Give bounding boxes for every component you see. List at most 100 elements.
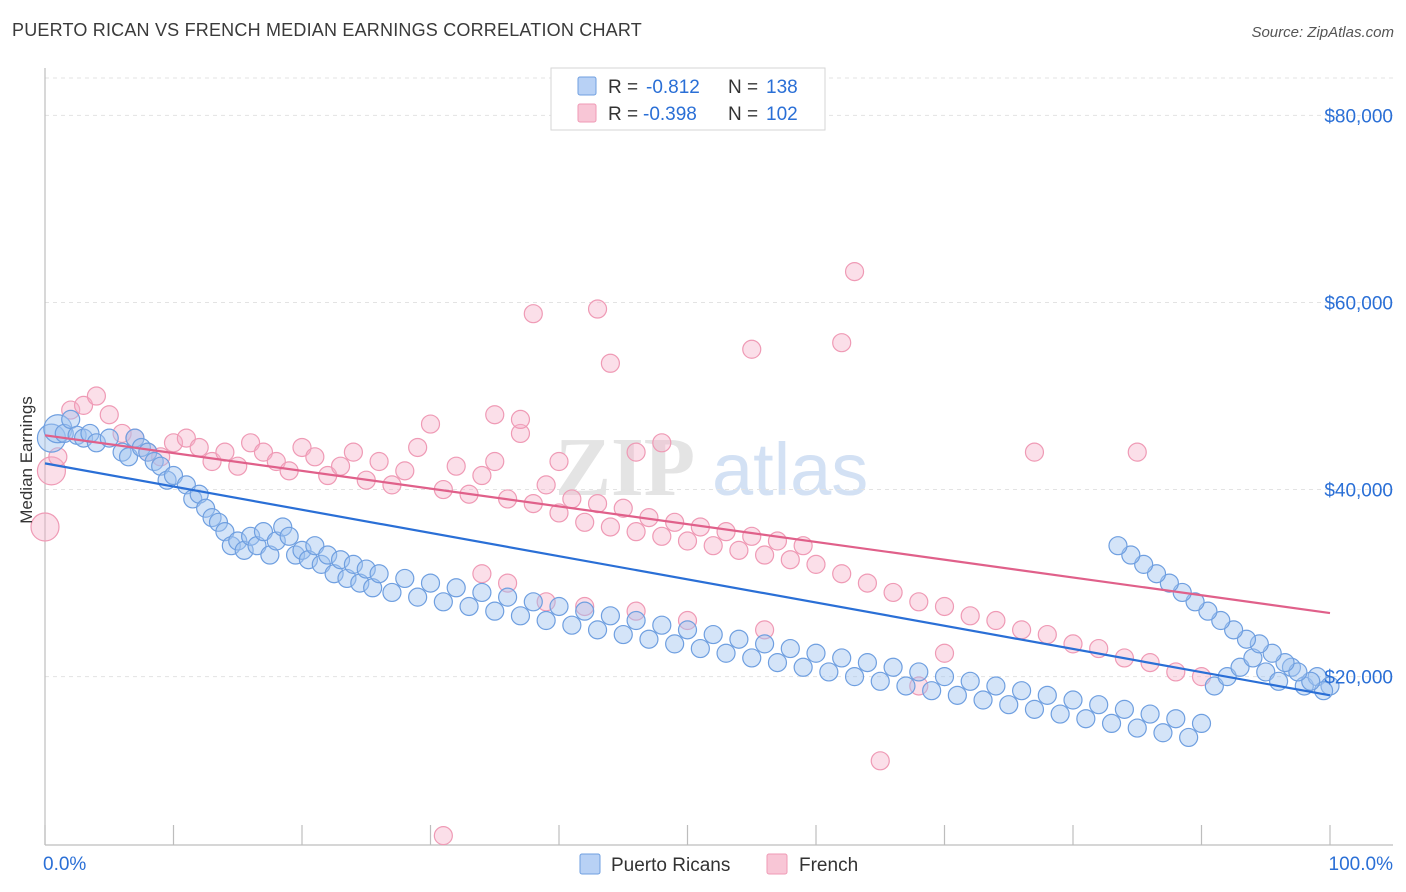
data-point <box>883 582 903 603</box>
data-point <box>819 662 839 682</box>
data-point <box>844 667 865 687</box>
watermark: ZIP atlas <box>555 421 868 514</box>
data-point <box>896 676 916 696</box>
data-point <box>1127 718 1147 738</box>
data-point <box>279 526 299 546</box>
data-point <box>73 395 94 415</box>
data-point <box>1275 653 1295 673</box>
data-point <box>292 540 312 560</box>
data-point <box>228 531 248 551</box>
data-point <box>716 643 736 663</box>
data-point <box>986 676 1006 696</box>
data-point <box>806 554 826 574</box>
data-point <box>587 299 608 319</box>
data-point <box>613 624 633 645</box>
data-point <box>215 522 235 542</box>
data-point <box>1011 620 1032 640</box>
data-point <box>986 610 1006 631</box>
data-point <box>536 610 556 631</box>
data-point <box>343 442 363 462</box>
data-point <box>1127 442 1147 462</box>
data-point <box>536 475 556 495</box>
data-point <box>472 465 492 486</box>
data-point <box>626 522 646 542</box>
data-point <box>1114 699 1135 719</box>
data-point <box>305 447 325 467</box>
data-point <box>420 414 441 434</box>
x-tick-label: 0.0% <box>43 854 86 875</box>
data-point <box>562 489 582 509</box>
trend-lines <box>44 434 1331 697</box>
legend-swatch-puerto-ricans <box>577 76 597 96</box>
data-point <box>587 620 608 640</box>
data-point <box>677 620 698 640</box>
data-point <box>241 433 261 453</box>
data-point <box>934 667 955 687</box>
data-point <box>1134 554 1154 574</box>
data-point <box>1121 545 1141 565</box>
french-points <box>30 262 1212 846</box>
data-point <box>677 531 698 551</box>
data-point <box>832 648 852 668</box>
x-tick-labels: 0.0% 100.0% <box>43 854 1393 875</box>
data-point <box>1089 695 1109 715</box>
data-point <box>934 596 955 617</box>
y-tick-label: $80,000 <box>1324 106 1393 127</box>
data-point <box>369 564 389 584</box>
data-point <box>337 568 357 589</box>
data-point <box>163 433 184 453</box>
chart-title: PUERTO RICAN VS FRENCH MEDIAN EARNINGS C… <box>12 20 642 40</box>
data-point <box>433 826 453 846</box>
data-point <box>363 578 383 598</box>
data-point <box>742 526 762 546</box>
data-point <box>600 517 621 537</box>
data-point <box>973 690 993 710</box>
data-point <box>1191 713 1212 734</box>
data-point <box>266 531 286 551</box>
chart-source: Source: ZipAtlas.com <box>1251 24 1394 41</box>
data-point <box>510 409 531 430</box>
legend-swatch-french <box>577 103 597 123</box>
data-point <box>1249 634 1269 654</box>
data-point <box>1211 610 1231 631</box>
data-point <box>163 465 184 486</box>
data-point <box>857 653 878 673</box>
data-point <box>459 596 479 617</box>
data-point <box>652 615 672 635</box>
data-point <box>999 695 1019 715</box>
data-point <box>472 582 492 603</box>
legend-n-label: N = <box>728 104 758 125</box>
data-point <box>253 522 274 542</box>
data-point <box>639 629 659 649</box>
data-point <box>1108 536 1128 556</box>
grid <box>45 77 1393 678</box>
data-point <box>433 592 453 612</box>
data-point <box>408 587 428 607</box>
data-point <box>934 643 955 663</box>
data-point <box>99 405 119 425</box>
data-point <box>408 437 428 458</box>
legend-n-value: 102 <box>766 104 798 125</box>
data-point <box>844 262 865 282</box>
data-point <box>1037 624 1057 645</box>
data-point <box>549 451 569 472</box>
data-point <box>247 536 267 556</box>
data-point <box>208 512 229 532</box>
data-point <box>498 573 518 593</box>
y-axis-label: Median Earnings <box>17 396 36 524</box>
data-point <box>883 657 903 677</box>
data-point <box>1140 704 1160 724</box>
data-point <box>767 653 788 673</box>
data-point <box>472 564 492 584</box>
data-point <box>86 386 107 406</box>
data-point <box>754 620 775 640</box>
data-point <box>780 638 800 659</box>
data-point <box>1185 592 1205 612</box>
data-point <box>652 433 672 453</box>
data-point <box>1159 573 1179 593</box>
data-point <box>395 461 415 481</box>
data-point <box>176 428 196 448</box>
data-point <box>1236 629 1257 649</box>
data-point <box>1101 713 1122 734</box>
legend-swatch-puerto-ricans <box>579 853 601 875</box>
